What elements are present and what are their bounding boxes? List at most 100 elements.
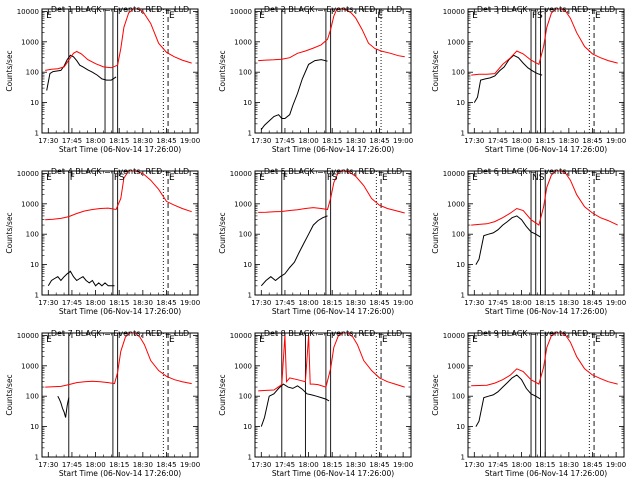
x-axis-label: Start Time (06-Nov-14 17:26:00) <box>485 307 607 316</box>
x-tick-label: 18:00 <box>85 299 105 307</box>
x-tick-label: 17:30 <box>38 299 58 307</box>
event-marker-label: E <box>595 173 601 183</box>
y-tick-label: 1 <box>248 292 252 300</box>
x-axis-label: Start Time (06-Nov-14 17:26:00) <box>59 145 181 154</box>
lld-series-line <box>471 171 618 226</box>
y-tick-label: 1 <box>35 130 39 138</box>
lld-series-line <box>45 171 192 221</box>
detector-panel: 1 10 100 1000 10000 17:30 17:45 18:00 18:15 18:30… <box>431 5 626 154</box>
y-tick-label: 1 <box>461 130 465 138</box>
y-tick-label: 10000 <box>230 332 252 340</box>
x-tick-label: 18:00 <box>511 299 531 307</box>
x-tick-label: 18:00 <box>298 137 318 145</box>
x-tick-label: 18:15 <box>109 299 129 307</box>
y-tick-label: 1000 <box>21 362 39 370</box>
panel-title: Det 8 BLACK = Events, RED = LLD <box>264 329 402 338</box>
y-tick-label: 100 <box>239 393 252 401</box>
x-tick-label: 18:30 <box>133 137 153 145</box>
lld-series-line <box>471 9 618 76</box>
x-tick-label: 17:30 <box>464 137 484 145</box>
y-axis-label: Counts/sec <box>431 50 440 91</box>
event-marker-label: E <box>472 173 478 183</box>
event-marker-label: E <box>169 335 175 345</box>
y-tick-label: 100 <box>26 231 39 239</box>
panel-title: Det 7 BLACK = Events, RED = LLD <box>51 329 189 338</box>
y-tick-label: 10000 <box>17 332 39 340</box>
event-marker-label: F <box>283 173 288 183</box>
x-tick-label: 18:00 <box>85 137 105 145</box>
x-tick-label: 17:30 <box>38 137 58 145</box>
x-tick-label: 18:00 <box>511 137 531 145</box>
y-tick-label: 100 <box>239 69 252 77</box>
y-tick-label: 10 <box>30 423 39 431</box>
x-axis-label: Start Time (06-Nov-14 17:26:00) <box>272 145 394 154</box>
event-marker-label: E <box>46 173 52 183</box>
x-axis-label: Start Time (06-Nov-14 17:26:00) <box>485 469 607 478</box>
y-axis-label: Counts/sec <box>5 50 14 91</box>
x-tick-label: 17:45 <box>62 137 82 145</box>
x-tick-label: 19:00 <box>180 137 200 145</box>
panel-title: Det 6 BLACK = Events, RED = LLD <box>477 167 615 176</box>
x-tick-label: 17:30 <box>38 461 58 469</box>
detector-panel: 1 10 100 1000 10000 17:30 17:45 18:00 18:15 18:30… <box>5 329 200 478</box>
x-tick-label: 19:00 <box>606 137 626 145</box>
x-tick-label: 17:30 <box>251 299 271 307</box>
x-tick-label: 19:00 <box>180 461 200 469</box>
x-tick-label: 18:00 <box>85 461 105 469</box>
plot-frame <box>467 170 625 296</box>
y-tick-label: 100 <box>239 231 252 239</box>
panel-title: Det 3 BLACK = Events, RED = LLD <box>477 5 615 14</box>
detector-panel: 1 10 100 1000 10000 17:30 17:45 18:00 18:15 18:30… <box>431 167 626 316</box>
event-marker-label: E <box>595 335 601 345</box>
y-tick-label: 10 <box>30 99 39 107</box>
y-tick-label: 1000 <box>234 200 252 208</box>
x-tick-label: 18:45 <box>156 299 176 307</box>
y-tick-label: 1000 <box>234 38 252 46</box>
panel-title: Det 1 BLACK = Events, RED = LLD <box>51 5 189 14</box>
lld-series-line <box>258 333 405 392</box>
y-tick-label: 1000 <box>21 38 39 46</box>
x-tick-label: 17:45 <box>275 137 295 145</box>
y-tick-label: 10 <box>456 423 465 431</box>
panel-title: Det 2 BLACK = Events, RED = LLD <box>264 5 402 14</box>
x-tick-label: 18:45 <box>156 461 176 469</box>
y-tick-label: 10 <box>456 99 465 107</box>
y-tick-label: 10000 <box>443 332 465 340</box>
x-axis-label: Start Time (06-Nov-14 17:26:00) <box>59 307 181 316</box>
y-tick-label: 10000 <box>230 170 252 178</box>
panel-title: Det 5 BLACK = Events, RED = LLD <box>264 167 402 176</box>
y-tick-label: 100 <box>452 69 465 77</box>
x-tick-label: 18:45 <box>582 299 602 307</box>
x-tick-label: 18:45 <box>582 137 602 145</box>
x-tick-label: 18:00 <box>298 461 318 469</box>
plot-frame <box>467 332 625 458</box>
event-marker-label: FS <box>114 173 125 183</box>
x-tick-label: 18:30 <box>346 299 366 307</box>
plot-frame <box>254 170 412 296</box>
x-tick-label: 17:30 <box>251 461 271 469</box>
detector-panel: 1 10 100 1000 10000 17:30 17:45 18:00 18:15 18:30… <box>5 167 200 316</box>
panel-title: Det 9 BLACK = Events, RED = LLD <box>477 329 615 338</box>
x-tick-label: 17:30 <box>464 461 484 469</box>
x-tick-label: 18:30 <box>133 461 153 469</box>
y-axis-label: Counts/sec <box>5 212 14 253</box>
y-tick-label: 10000 <box>17 8 39 16</box>
y-tick-label: 1 <box>248 130 252 138</box>
y-tick-label: 1000 <box>234 362 252 370</box>
x-tick-label: 19:00 <box>606 461 626 469</box>
detector-panel: 1 10 100 1000 10000 17:30 17:45 18:00 18:15 18:30… <box>218 5 413 154</box>
x-tick-label: 19:00 <box>393 137 413 145</box>
detector-panel: 1 10 100 1000 10000 17:30 17:45 18:00 18:15 18:30… <box>218 329 413 478</box>
plot-frame <box>41 170 199 296</box>
x-tick-label: 17:45 <box>62 461 82 469</box>
events-series-line <box>260 383 330 427</box>
y-tick-label: 10 <box>243 99 252 107</box>
event-marker-label: E <box>46 11 52 21</box>
lld-series-line <box>45 333 192 388</box>
y-tick-label: 10000 <box>230 8 252 16</box>
x-tick-label: 18:30 <box>559 461 579 469</box>
y-axis-label: Counts/sec <box>218 50 227 91</box>
x-tick-label: 18:15 <box>322 461 342 469</box>
x-axis-label: Start Time (06-Nov-14 17:26:00) <box>272 469 394 478</box>
events-series-line <box>260 59 328 130</box>
